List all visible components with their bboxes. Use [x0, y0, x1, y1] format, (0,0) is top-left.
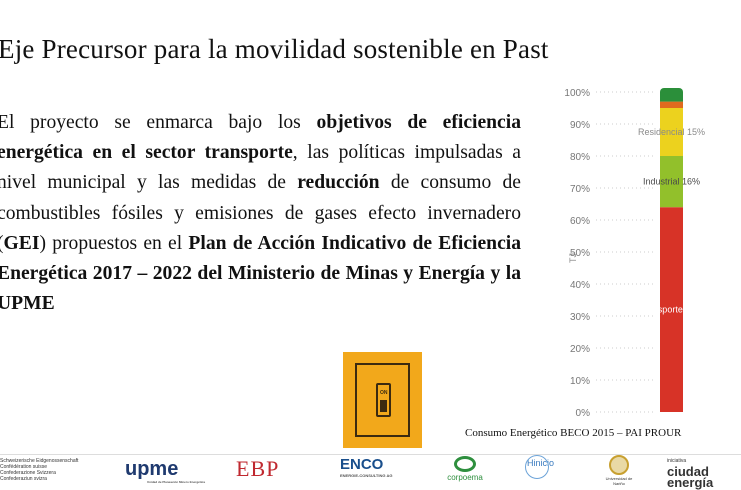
body-segment: de consumo de combustibles fósiles y emi… — [0, 172, 521, 253]
series-label: Industrial 16% — [643, 177, 700, 187]
university-seal-icon — [609, 455, 629, 475]
body-segment: Plan de Acción Indicativo de Eficiencia … — [0, 232, 522, 315]
hinicio-logo: Hinicio — [525, 455, 554, 479]
light-switch-icon: ON — [343, 352, 422, 448]
body-segment: objetivos de eficiencia energética en el… — [0, 112, 521, 164]
bar-segment — [660, 108, 683, 156]
footer-divider — [0, 454, 741, 455]
bar-segment — [660, 92, 683, 102]
chart-caption: Consumo Energético BECO 2015 – PAI PROUR — [465, 427, 682, 439]
hinicio-ring-icon — [525, 455, 549, 479]
y-tick-label: 90% — [570, 120, 590, 131]
corpoema-ring-icon — [454, 456, 476, 472]
enco-logo-text: ENCO — [340, 456, 384, 473]
y-tick-label: 40% — [570, 280, 590, 291]
universidad-narino-logo: Universidad de Nariño — [604, 455, 634, 486]
y-tick-label: 30% — [570, 312, 590, 323]
bar-segment — [660, 207, 683, 412]
ciudad-logo-small: iniciativa — [667, 458, 687, 464]
y-tick-label: 100% — [564, 88, 590, 99]
bar-cap — [660, 88, 683, 96]
swiss-logo-line: Schweizerische Eidgenossenschaft — [0, 458, 79, 464]
enco-logo: ENCO ENERGIE-CONSULTING AG — [340, 456, 392, 478]
switch-toggle: ON — [376, 383, 391, 417]
swiss-logo-line: Confederazione Svizzera — [0, 470, 56, 476]
bar-segment — [660, 156, 683, 208]
switch-plate: ON — [355, 363, 410, 437]
corpoema-logo-text: corpoema — [447, 473, 483, 482]
corpoema-logo: corpoema — [440, 456, 490, 482]
enco-logo-subtitle: ENERGIE-CONSULTING AG — [340, 473, 393, 478]
ciudad-logo-big: ciudad energía — [667, 464, 714, 490]
switch-knob — [380, 400, 387, 412]
body-segment: , las políticas impulsadas a nivel munic… — [0, 142, 521, 194]
y-tick-label: 10% — [570, 376, 590, 387]
y-tick-label: 70% — [570, 184, 590, 195]
switch-on-label: ON — [380, 390, 388, 396]
body-segment: El proyecto se enmarca bajo los — [0, 112, 317, 133]
body-segment: reducción — [297, 172, 380, 194]
body-paragraph: El proyecto se enmarca bajo los objetivo… — [0, 108, 521, 319]
body-segment: GEI — [3, 232, 40, 254]
energy-consumption-chart: 0% 10% 20% 30% 40% 50% 60% 70% 80% 90% 100% TJ Trans… — [564, 88, 705, 419]
upme-logo-text: upme — [125, 458, 179, 480]
ebp-logo: EBP — [236, 456, 280, 481]
swiss-logo-line: Confederaziun svizra — [0, 476, 47, 482]
y-tick-label: 0% — [576, 408, 591, 419]
body-segment: ) propuestos en el — [39, 232, 189, 254]
slide-title: Eje Precursor para la movilidad sostenib… — [0, 34, 549, 64]
swiss-confederation-logo: Schweizerische Eidgenossenschaft Confédér… — [0, 458, 110, 482]
upme-logo: upme Unidad de Planeación Minero Energét… — [125, 458, 205, 484]
upme-logo-subtitle: Unidad de Planeación Minero Energética — [147, 480, 206, 484]
y-tick-label: 80% — [570, 152, 590, 163]
y-tick-label: 20% — [570, 344, 590, 355]
ciudad-energia-logo: iniciativa ciudad energía — [667, 456, 741, 490]
series-label: Residencial 15% — [638, 127, 705, 137]
y-tick-label: 50% — [570, 248, 590, 259]
swiss-logo-line: Confédération suisse — [0, 464, 47, 470]
y-axis-label: TJ — [568, 253, 578, 263]
udenar-logo-text: Universidad de Nariño — [605, 476, 633, 486]
bar-segment — [660, 101, 683, 108]
y-tick-label: 60% — [570, 216, 590, 227]
series-label: Transporte 64% — [640, 305, 704, 315]
